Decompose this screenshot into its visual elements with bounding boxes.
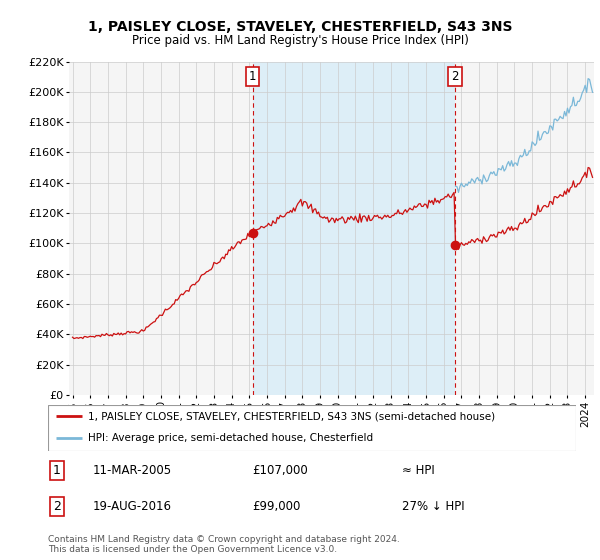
Text: 27% ↓ HPI: 27% ↓ HPI	[402, 500, 464, 514]
Text: 19-AUG-2016: 19-AUG-2016	[93, 500, 172, 514]
Text: ≈ HPI: ≈ HPI	[402, 464, 435, 477]
Text: Price paid vs. HM Land Registry's House Price Index (HPI): Price paid vs. HM Land Registry's House …	[131, 34, 469, 46]
Text: 1: 1	[53, 464, 61, 477]
Text: HPI: Average price, semi-detached house, Chesterfield: HPI: Average price, semi-detached house,…	[88, 433, 373, 443]
Text: 2: 2	[53, 500, 61, 514]
Text: 1: 1	[249, 70, 256, 83]
Text: Contains HM Land Registry data © Crown copyright and database right 2024.
This d: Contains HM Land Registry data © Crown c…	[48, 535, 400, 554]
Text: 1, PAISLEY CLOSE, STAVELEY, CHESTERFIELD, S43 3NS (semi-detached house): 1, PAISLEY CLOSE, STAVELEY, CHESTERFIELD…	[88, 412, 495, 421]
Text: 1, PAISLEY CLOSE, STAVELEY, CHESTERFIELD, S43 3NS: 1, PAISLEY CLOSE, STAVELEY, CHESTERFIELD…	[88, 20, 512, 34]
Text: 11-MAR-2005: 11-MAR-2005	[93, 464, 172, 477]
Bar	[253, 62, 455, 395]
Text: £107,000: £107,000	[252, 464, 308, 477]
Text: 2: 2	[451, 70, 458, 83]
Text: £99,000: £99,000	[252, 500, 301, 514]
